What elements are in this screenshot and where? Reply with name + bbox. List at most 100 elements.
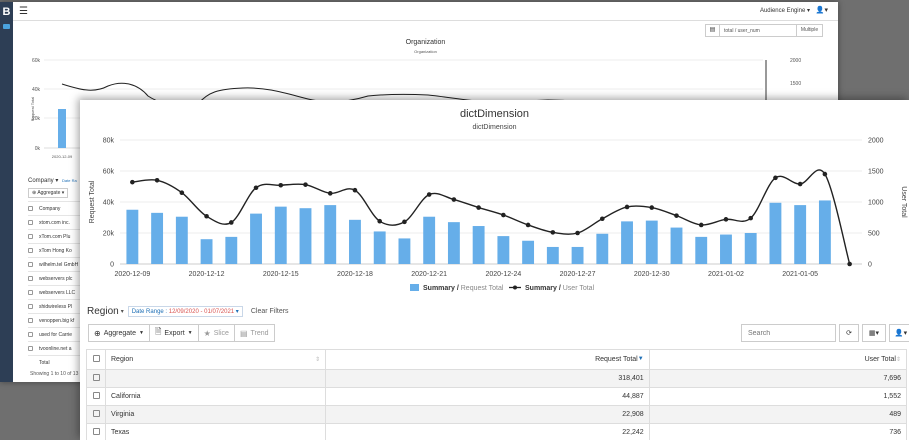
bar <box>225 236 238 264</box>
back-aggregate-button[interactable]: ⊕ Aggregate ▾ <box>28 188 69 198</box>
y-axis-label: Request Total <box>89 180 96 223</box>
chart-type-icon[interactable]: ▤ <box>706 25 720 36</box>
bar <box>769 202 782 264</box>
cell-user-total: 489 <box>648 405 908 424</box>
list-item[interactable]: venoppen.big kf <box>28 313 88 327</box>
back-y-tick: 20k <box>32 116 41 122</box>
checkbox[interactable] <box>28 234 33 240</box>
table-actions: ⟳ ▦▾ 👤▾ <box>836 324 909 342</box>
list-item[interactable]: shidwireless Pl <box>28 299 88 313</box>
line-path <box>132 169 851 265</box>
user-menu-button[interactable]: 👤▾ <box>889 324 909 342</box>
back-col-header: Company <box>28 201 88 215</box>
list-item[interactable]: webservers plc <box>28 271 88 285</box>
checkbox[interactable] <box>28 276 33 282</box>
user-icon[interactable]: 👤▾ <box>815 7 828 14</box>
export-icon: 🗎 <box>154 327 162 336</box>
checkbox[interactable] <box>28 346 33 352</box>
line-point <box>698 222 704 228</box>
bar <box>695 236 708 264</box>
back-field-input[interactable]: total / user_num <box>724 27 760 34</box>
cell-request-total: 318,401 <box>325 369 650 388</box>
column-header-request-total[interactable]: Request Total ▼ <box>325 349 650 370</box>
table-row[interactable]: Virginia 22,908 489 <box>86 405 908 424</box>
row-checkbox[interactable] <box>92 410 100 417</box>
line-point <box>748 215 753 221</box>
bar <box>794 205 807 264</box>
table-header-row: Region ⇕ Request Total ▼ User Total ⇕ <box>86 349 908 370</box>
columns-icon: ▦▾ <box>868 330 880 337</box>
columns-button[interactable]: ▦▾ <box>862 324 886 342</box>
checkbox[interactable] <box>28 290 33 296</box>
line-point <box>773 175 778 181</box>
x-tick-label: 2020-12-27 <box>560 271 596 278</box>
checkbox[interactable] <box>28 220 33 226</box>
star-icon: ★ <box>203 328 211 338</box>
select-all-checkbox[interactable] <box>92 355 100 362</box>
search-input[interactable] <box>741 324 836 342</box>
slice-button[interactable]: ★ Slice <box>197 324 235 342</box>
checkbox[interactable] <box>28 332 33 338</box>
line-point <box>451 197 457 202</box>
checkbox[interactable] <box>28 262 33 268</box>
aggregate-button[interactable]: ⊕ Aggregate ▼ <box>88 324 150 342</box>
checkbox[interactable] <box>28 304 33 310</box>
back-y-tick: 40k <box>32 87 41 93</box>
chart-legend[interactable]: Summary / Request Total Summary / User To… <box>410 284 595 292</box>
line-point <box>327 191 333 196</box>
line-point <box>179 190 185 195</box>
table-row[interactable]: Texas 22,242 736 <box>86 423 908 440</box>
back-y2-tick: 2000 <box>790 58 801 64</box>
back-chart-subtitle: Organization <box>414 49 437 54</box>
cell-user-total: 7,696 <box>648 369 908 388</box>
row-checkbox[interactable] <box>92 374 100 381</box>
legend-label-user-total: Summary / User Total <box>525 285 595 292</box>
x-tick-label: 2020-12-09 <box>114 271 150 278</box>
list-item[interactable]: wilhelm.tel GmbH <box>28 257 88 271</box>
list-item[interactable]: tvoonline.net a <box>28 341 88 355</box>
foreground-window: dictDimension dictDimension 0 0 20k 500 40k 1… <box>80 100 909 440</box>
region-dimension-label[interactable]: Region <box>87 306 119 317</box>
back-bar <box>58 109 66 148</box>
multiple-button[interactable]: Multiple <box>796 25 822 36</box>
checkbox[interactable] <box>28 248 33 254</box>
chevron-down-icon[interactable]: ▾ <box>120 309 124 315</box>
back-field-control[interactable]: ▤ total / user_num Multiple <box>705 24 823 37</box>
line-point <box>575 230 580 236</box>
back-pagination-info: Showing 1 to 10 of 13 <box>30 371 79 377</box>
hamburger-icon[interactable]: ☰ <box>19 6 28 17</box>
engine-dropdown[interactable]: Audience Engine ▾ <box>759 8 810 14</box>
trend-button[interactable]: ▤ Trend <box>233 324 275 342</box>
clear-filters-link[interactable]: Clear Filters <box>250 308 289 315</box>
column-header-region[interactable]: Region ⇕ <box>104 349 327 370</box>
line-point <box>674 213 679 218</box>
bar <box>596 233 609 264</box>
row-checkbox[interactable] <box>92 392 100 399</box>
bar <box>373 231 386 264</box>
list-item[interactable]: used for Carrie <box>28 327 88 341</box>
back-chart-title: Organization <box>405 39 446 46</box>
company-header[interactable]: Company ▾ Date Ra <box>28 178 77 184</box>
bar <box>621 221 633 264</box>
tag-icon[interactable] <box>3 24 10 29</box>
export-button[interactable]: 🗎 Export ▼ <box>148 324 199 342</box>
list-item[interactable]: xtom.com inc. <box>28 215 88 229</box>
list-item[interactable]: xTom Hong Ko <box>28 243 88 257</box>
refresh-button[interactable]: ⟳ <box>839 324 859 342</box>
sort-icon: ⇕ <box>315 357 321 363</box>
checkbox[interactable] <box>28 318 33 324</box>
row-checkbox[interactable] <box>92 428 100 435</box>
table-row[interactable]: 318,401 7,696 <box>86 369 908 388</box>
y-tick-label: 20k <box>103 231 115 238</box>
cell-request-total: 22,242 <box>325 423 650 440</box>
list-item[interactable]: xTom.com Plu <box>28 229 88 243</box>
legend-swatch-point <box>513 285 517 290</box>
column-header-user-total[interactable]: User Total ⇕ <box>648 349 908 370</box>
date-range-filter[interactable]: Date Range : 12/09/2020 - 01/07/2021 ▾ <box>127 306 243 317</box>
table-row[interactable]: California 44,887 1,552 <box>86 387 908 406</box>
checkbox[interactable] <box>28 206 33 212</box>
line-point <box>130 179 135 185</box>
line-point <box>600 216 605 222</box>
list-item[interactable]: webservers LLC <box>28 285 88 299</box>
cell-region <box>104 369 327 388</box>
